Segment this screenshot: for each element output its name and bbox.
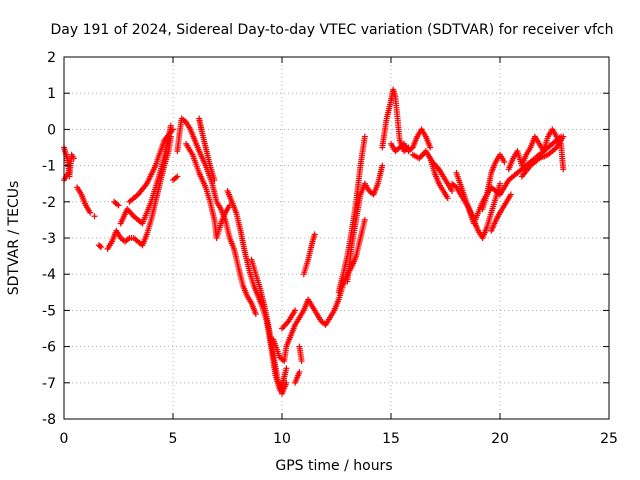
- data-point: [361, 216, 368, 223]
- data-point: [252, 311, 259, 318]
- data-point: [283, 379, 290, 386]
- data-point: [211, 177, 218, 184]
- data-point: [170, 126, 176, 133]
- data-point: [115, 202, 122, 209]
- x-tick-label: 5: [169, 431, 178, 447]
- data-point: [444, 195, 451, 202]
- data-point: [361, 133, 368, 140]
- data-point: [283, 365, 290, 372]
- y-tick-label: -4: [42, 267, 56, 283]
- data-point: [379, 162, 386, 169]
- data-point: [174, 173, 181, 180]
- y-tick-label: -2: [42, 195, 56, 211]
- y-tick-label: -5: [42, 303, 56, 319]
- y-tick-label: 1: [47, 86, 56, 102]
- data-point: [311, 231, 318, 238]
- data-point: [70, 155, 77, 162]
- axis-ticks: 0 5 10 15 20 25 -8 -7 -6 -5 -4 -3 -2 -1 0 1 2: [42, 50, 618, 447]
- data-point: [167, 122, 174, 129]
- chart-title: Day 191 of 2024, Sidereal Day-to-day VTE…: [50, 22, 613, 38]
- data-point: [560, 133, 567, 140]
- data-point: [427, 144, 434, 151]
- y-axis-label: SDTVAR / TECUs: [6, 181, 22, 296]
- data-point: [560, 166, 567, 173]
- y-tick-label: -6: [42, 340, 56, 356]
- y-tick-label: -8: [42, 412, 56, 428]
- data-points: [61, 86, 567, 397]
- x-tick-label: 25: [600, 431, 618, 447]
- data-point: [91, 213, 98, 220]
- x-tick-label: 0: [60, 431, 69, 447]
- x-tick-label: 15: [382, 431, 400, 447]
- y-tick-label: 2: [47, 50, 56, 66]
- data-point: [507, 191, 514, 198]
- x-axis-label: GPS time / hours: [275, 458, 392, 474]
- data-point: [296, 368, 303, 375]
- y-tick-label: -1: [42, 159, 56, 175]
- data-point: [98, 244, 105, 251]
- y-tick-label: 0: [47, 122, 56, 138]
- data-point: [501, 158, 508, 165]
- x-tick-label: 10: [273, 431, 291, 447]
- data-point: [497, 180, 503, 187]
- data-point: [65, 169, 72, 176]
- data-point: [87, 209, 94, 216]
- data-point: [292, 307, 299, 314]
- x-tick-label: 20: [491, 431, 509, 447]
- y-tick-label: -3: [42, 231, 56, 247]
- data-point: [449, 187, 456, 194]
- data-point: [298, 358, 305, 365]
- y-tick-label: -7: [42, 376, 56, 392]
- data-point: [96, 243, 103, 250]
